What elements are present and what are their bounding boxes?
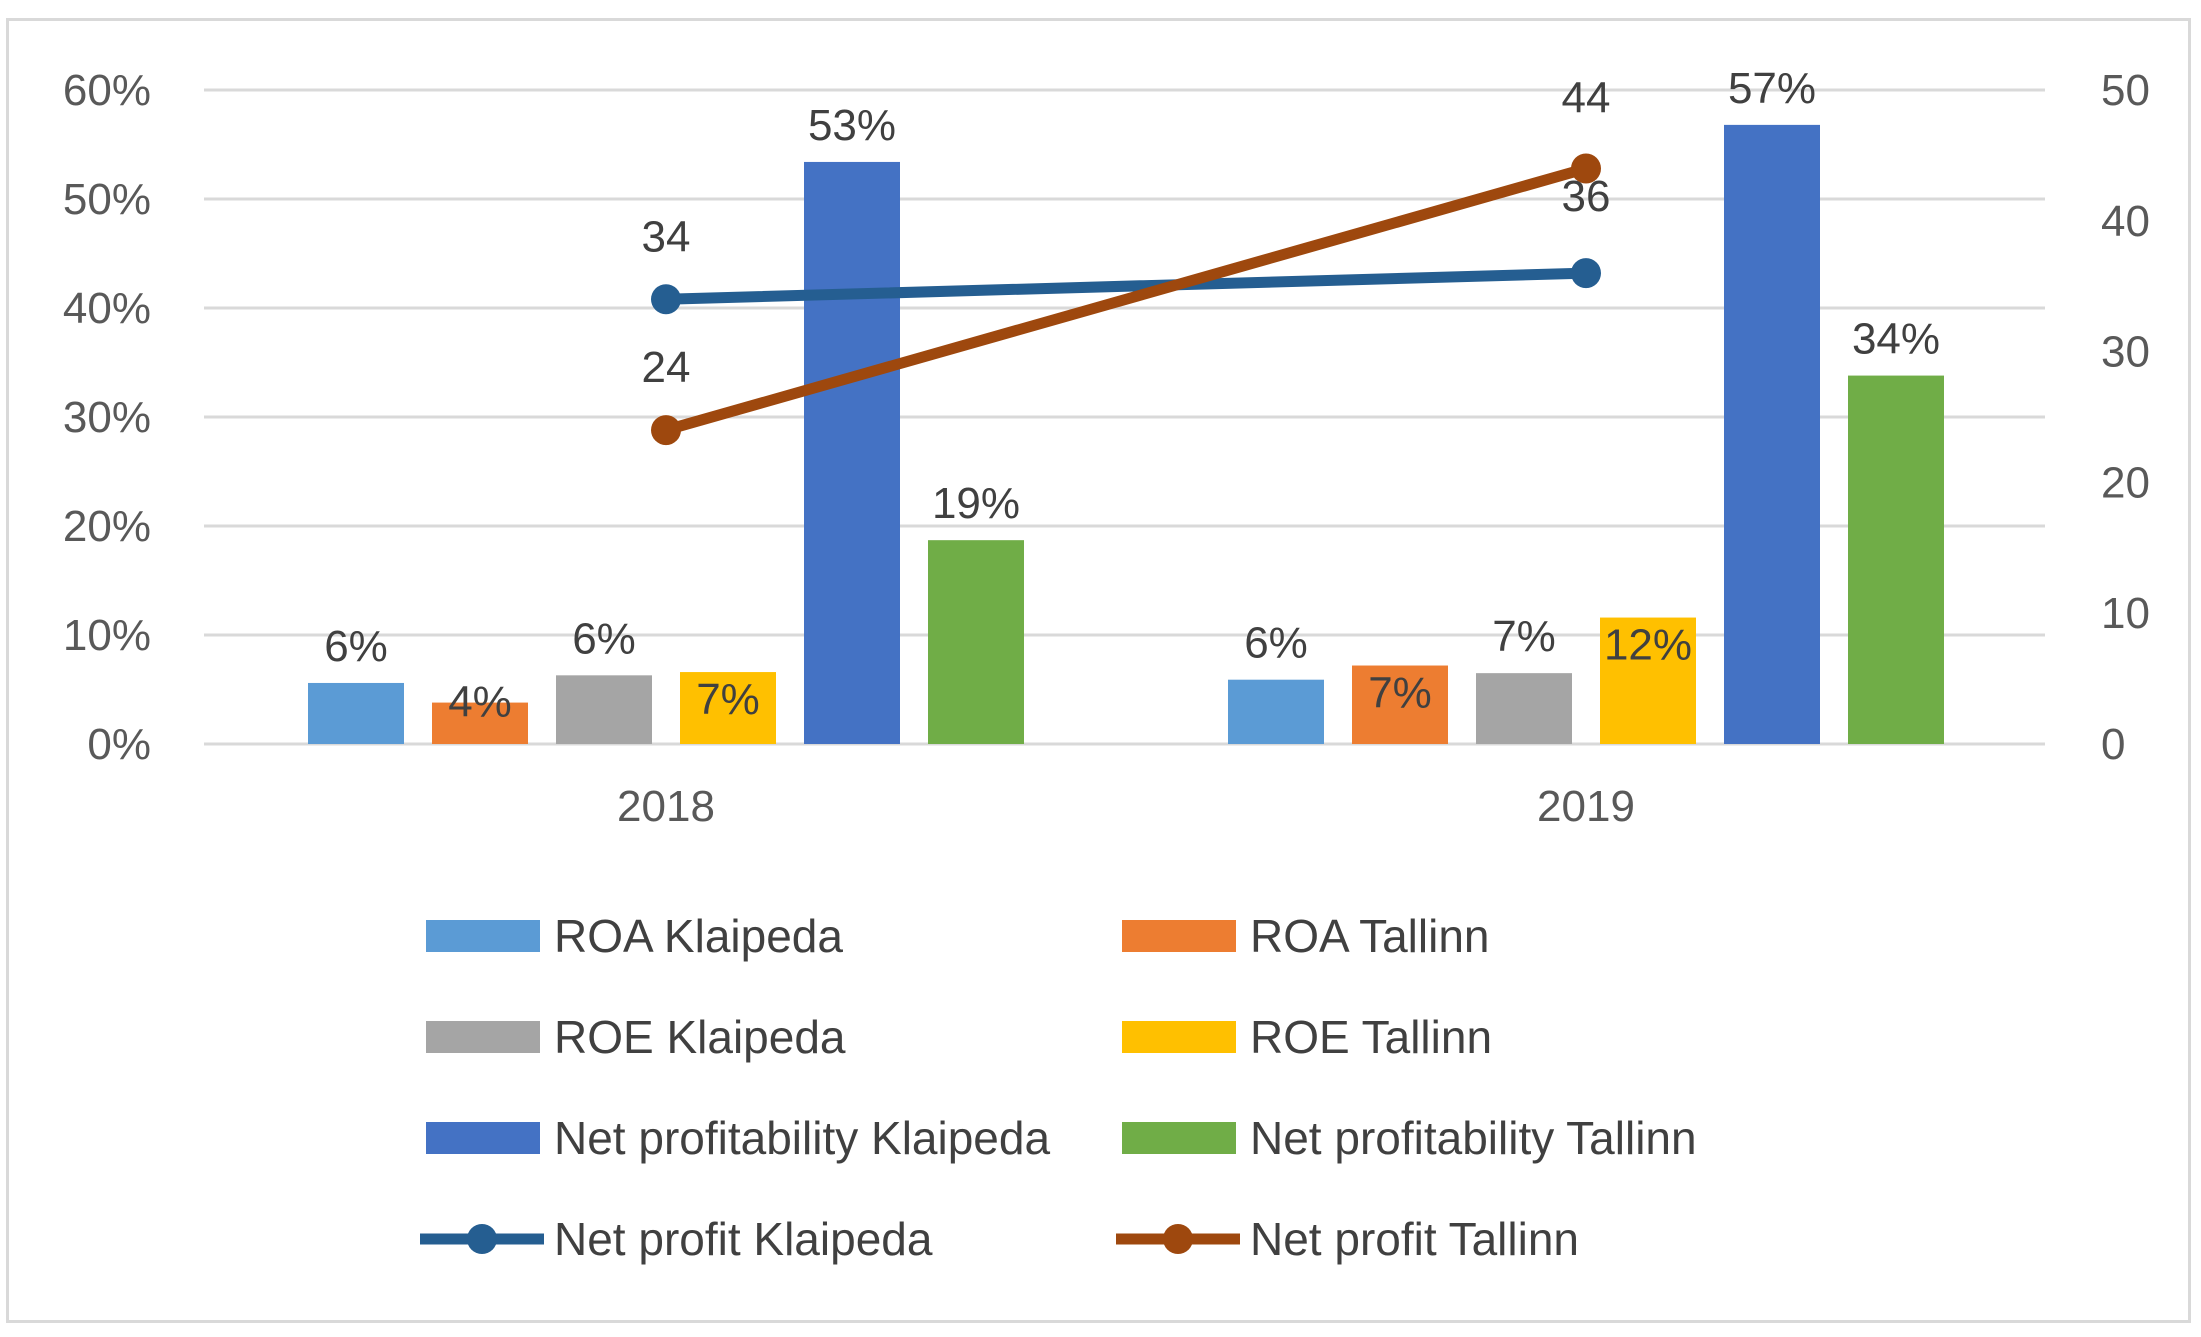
bar-series	[308, 124, 1944, 744]
y-left-tick-label: 60%	[63, 66, 151, 115]
chart-frame: 6% 6% 4% 7% 6% 7% 7% 12% 53% 57% 19% 34% 34 36 24 44 0%…	[6, 18, 2191, 1323]
line-series	[651, 153, 1601, 446]
gridlines	[204, 88, 2045, 746]
bar-roa-klaipeda	[1228, 679, 1324, 744]
legend: ROA Klaipeda ROA Tallinn ROE Klaipeda ROE T…	[420, 910, 1697, 1265]
marker-net-profit-klaipeda	[651, 284, 681, 315]
data-label-net-profit-tallinn: 24	[642, 343, 691, 392]
line-net-profit-klaipeda	[660, 267, 1592, 305]
line-net-profit-tallinn	[660, 162, 1592, 436]
legend-item-roe-tallinn-label: ROE Tallinn	[1250, 1011, 1492, 1063]
bar-roa-tallinn	[432, 702, 528, 744]
bar-roa-klaipeda	[308, 682, 404, 744]
bar-roe-tallinn	[1600, 617, 1696, 744]
data-label-roa-klaipeda: 6%	[1244, 619, 1308, 668]
y-left-tick-label: 30%	[63, 393, 151, 442]
y-right-tick-label: 10	[2101, 589, 2150, 638]
legend-item-roa-klaipeda-swatch	[426, 920, 540, 952]
marker-net-profit-klaipeda	[1571, 258, 1601, 289]
legend-item-net-profitability-tallinn-label: Net profitability Tallinn	[1250, 1112, 1697, 1164]
data-labels: 6% 6% 4% 7% 6% 7% 7% 12% 53% 57% 19% 34% 34 36 24 44	[324, 64, 1940, 727]
legend-item-net-profitability-tallinn-swatch	[1122, 1122, 1236, 1154]
bar-net-profitability-klaipeda	[1724, 124, 1820, 744]
bar-roe-klaipeda	[1476, 673, 1572, 744]
legend-item-net-profit-tallinn-label: Net profit Tallinn	[1250, 1213, 1579, 1265]
y-left-tick-label: 40%	[63, 284, 151, 333]
bar-net-profitability-tallinn	[1848, 375, 1944, 744]
data-label-roe-tallinn: 12%	[1604, 621, 1692, 670]
marker-net-profit-tallinn	[1571, 153, 1601, 184]
legend-item-roa-klaipeda-label: ROA Klaipeda	[554, 910, 843, 962]
data-label-net-profit-klaipeda: 34	[642, 212, 691, 261]
axis-labels: 0% 10% 20% 30% 40% 50% 60% 0 10 20 30 40 50 2018 2019	[63, 66, 2150, 831]
data-label-roe-klaipeda: 6%	[572, 614, 636, 663]
y-right-tick-label: 40	[2101, 197, 2150, 246]
data-label-net-profit-klaipeda: 36	[1562, 172, 1611, 221]
data-label-roe-klaipeda: 7%	[1492, 612, 1556, 661]
data-label-net-profit-tallinn: 44	[1562, 73, 1611, 122]
data-label-net-profitability-tallinn: 19%	[932, 479, 1020, 528]
legend-item-roe-tallinn-swatch	[1122, 1021, 1236, 1053]
x-tick-label: 2019	[1537, 782, 1635, 831]
legend-item-net-profitability-klaipeda-label: Net profitability Klaipeda	[554, 1112, 1050, 1164]
y-right-tick-label: 30	[2101, 328, 2150, 377]
y-left-tick-label: 10%	[63, 611, 151, 660]
x-tick-label: 2018	[617, 782, 715, 831]
y-right-tick-label: 0	[2101, 720, 2125, 769]
legend-item-roa-tallinn-label: ROA Tallinn	[1250, 910, 1490, 962]
legend-item-net-profit-tallinn-marker	[1163, 1224, 1193, 1254]
data-label-roa-tallinn: 4%	[448, 678, 512, 727]
legend-item-roe-klaipeda-swatch	[426, 1021, 540, 1053]
y-right-tick-label: 50	[2101, 66, 2150, 115]
data-label-roa-tallinn: 7%	[1368, 669, 1432, 718]
y-right-tick-label: 20	[2101, 458, 2150, 507]
y-left-tick-label: 20%	[63, 502, 151, 551]
bar-roa-tallinn	[1352, 665, 1448, 744]
bar-net-profitability-klaipeda	[804, 161, 900, 744]
data-label-roe-tallinn: 7%	[696, 675, 760, 724]
data-label-net-profitability-klaipeda: 57%	[1728, 64, 1816, 113]
legend-item-net-profit-klaipeda-label: Net profit Klaipeda	[554, 1213, 933, 1265]
bar-roe-tallinn	[680, 672, 776, 744]
bar-net-profitability-tallinn	[928, 540, 1024, 744]
legend-item-net-profit-klaipeda-marker	[467, 1224, 497, 1254]
data-label-net-profitability-klaipeda: 53%	[808, 101, 896, 150]
data-label-roa-klaipeda: 6%	[324, 622, 388, 671]
y-left-tick-label: 0%	[87, 720, 151, 769]
legend-item-roa-tallinn-swatch	[1122, 920, 1236, 952]
y-left-tick-label: 50%	[63, 175, 151, 224]
legend-item-net-profitability-klaipeda-swatch	[426, 1122, 540, 1154]
data-label-net-profitability-tallinn: 34%	[1852, 315, 1940, 364]
bar-roe-klaipeda	[556, 675, 652, 744]
marker-net-profit-tallinn	[651, 415, 681, 446]
combo-chart: 6% 6% 4% 7% 6% 7% 7% 12% 53% 57% 19% 34% 34 36 24 44 0%…	[63, 64, 2150, 1265]
legend-item-roe-klaipeda-label: ROE Klaipeda	[554, 1011, 846, 1063]
